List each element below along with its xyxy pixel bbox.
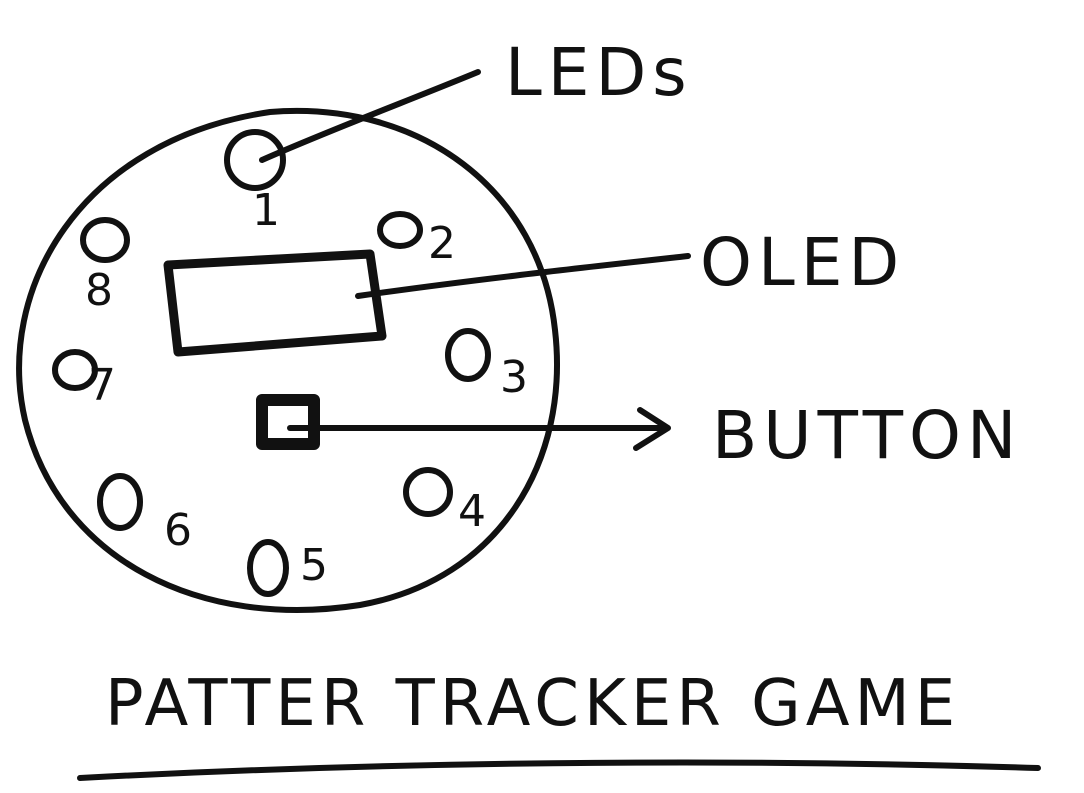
led-number-5: 5 — [300, 540, 328, 591]
led-ring — [52, 129, 491, 597]
led-5 — [247, 539, 289, 597]
led-number-6: 6 — [164, 505, 192, 556]
button-arrowhead — [633, 407, 671, 451]
led-number-1: 1 — [252, 185, 280, 236]
oled-leader-line — [355, 253, 691, 299]
leds-label: LEDs — [505, 34, 693, 111]
led-number-3: 3 — [500, 352, 528, 403]
button-label: BUTTON — [712, 397, 1022, 474]
leds-leader-line — [259, 69, 481, 163]
led-number-8: 8 — [85, 265, 113, 316]
button-body — [256, 394, 320, 450]
device-outline — [16, 107, 560, 613]
led-number-4: 4 — [458, 486, 486, 537]
led-6 — [97, 473, 143, 531]
diagram-title: PATTER TRACKER GAME — [105, 667, 960, 741]
led-number-2: 2 — [428, 218, 456, 269]
title-underline — [77, 759, 1041, 781]
led-number-7: 7 — [88, 360, 116, 411]
led-4 — [403, 467, 453, 517]
oled-screen — [163, 249, 387, 357]
led-number-labels: 1 2 3 4 5 6 7 8 — [85, 185, 528, 591]
led-2 — [377, 211, 423, 249]
led-8 — [80, 217, 130, 263]
led-1 — [224, 129, 286, 191]
led-3 — [445, 328, 491, 382]
led-7 — [52, 349, 98, 391]
oled-label: OLED — [700, 224, 905, 301]
